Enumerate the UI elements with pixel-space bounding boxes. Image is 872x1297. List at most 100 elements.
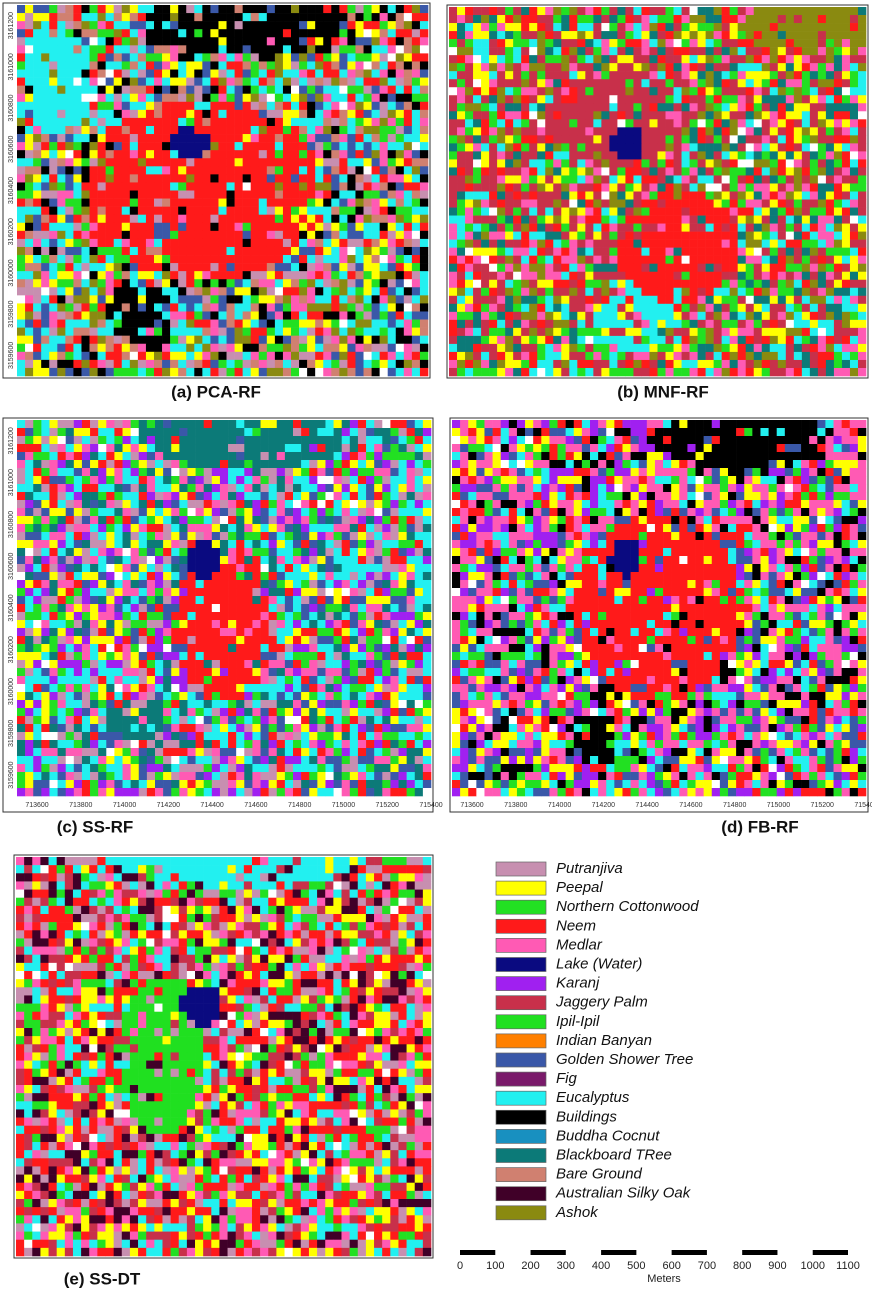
map-cell bbox=[355, 29, 364, 38]
map-cell bbox=[521, 263, 530, 273]
map-cell bbox=[649, 215, 658, 224]
map-cell bbox=[250, 182, 260, 191]
map-cell bbox=[411, 359, 421, 369]
map-cell bbox=[121, 287, 131, 296]
map-cell bbox=[713, 71, 722, 80]
map-cell bbox=[785, 239, 795, 248]
map-cell bbox=[137, 45, 147, 54]
map-cell bbox=[457, 223, 466, 232]
map-cell bbox=[665, 327, 674, 337]
map-cell bbox=[347, 174, 356, 183]
map-cell bbox=[577, 295, 586, 305]
map-cell bbox=[258, 77, 268, 86]
map-cell bbox=[226, 295, 235, 304]
map-cell bbox=[721, 207, 730, 216]
map-cell bbox=[721, 79, 730, 88]
map-cell bbox=[307, 198, 316, 207]
map-cell bbox=[274, 117, 284, 127]
map-cell bbox=[761, 207, 771, 216]
map-cell bbox=[465, 111, 474, 120]
map-cell bbox=[665, 63, 674, 72]
map-cell bbox=[577, 95, 586, 104]
map-cell bbox=[145, 134, 155, 143]
map-cell bbox=[194, 142, 203, 151]
map-cell bbox=[809, 271, 819, 281]
map-cell bbox=[89, 311, 98, 320]
map-cell bbox=[186, 359, 195, 369]
map-cell bbox=[162, 287, 171, 296]
map-cell bbox=[481, 87, 490, 96]
map-cell bbox=[178, 303, 187, 312]
map-cell bbox=[585, 199, 594, 208]
map-cell bbox=[617, 79, 626, 88]
map-cell bbox=[857, 207, 867, 216]
map-cell bbox=[713, 15, 722, 24]
map-cell bbox=[521, 175, 530, 184]
map-cell bbox=[89, 182, 98, 191]
map-cell bbox=[25, 174, 34, 183]
map-cell bbox=[57, 198, 66, 207]
map-cell bbox=[81, 436, 91, 445]
map-cell bbox=[721, 31, 730, 40]
map-cell bbox=[857, 31, 867, 40]
map-cell bbox=[355, 125, 364, 135]
map-cell bbox=[673, 55, 682, 64]
map-cell bbox=[333, 420, 343, 429]
map-cell bbox=[81, 69, 90, 78]
map-cell bbox=[210, 303, 219, 312]
map-cell bbox=[194, 222, 203, 232]
map-cell bbox=[371, 117, 380, 127]
map-cell bbox=[489, 335, 498, 345]
map-cell bbox=[761, 255, 771, 264]
map-cell bbox=[395, 5, 405, 14]
map-cell bbox=[291, 13, 300, 22]
map-cell bbox=[347, 150, 356, 159]
map-cell bbox=[689, 207, 698, 216]
map-cell bbox=[449, 327, 458, 337]
map-cell bbox=[122, 452, 131, 461]
map-cell bbox=[258, 287, 268, 296]
map-cell bbox=[291, 29, 300, 38]
map-cell bbox=[785, 215, 795, 224]
map-cell bbox=[729, 359, 738, 369]
map-cell bbox=[266, 311, 276, 320]
map-cell bbox=[315, 77, 324, 86]
map-cell bbox=[250, 287, 260, 296]
map-cell bbox=[211, 452, 221, 461]
map-cell bbox=[162, 367, 171, 377]
map-cell bbox=[809, 103, 819, 112]
map-cell bbox=[809, 111, 819, 120]
map-cell bbox=[291, 77, 300, 86]
map-cell bbox=[170, 238, 179, 248]
map-cell bbox=[315, 367, 324, 377]
map-cell bbox=[154, 319, 163, 328]
map-cell bbox=[465, 143, 474, 152]
map-cell bbox=[73, 428, 83, 437]
map-cell bbox=[266, 279, 276, 288]
map-cell bbox=[481, 231, 490, 240]
map-cell bbox=[282, 53, 292, 62]
map-cell bbox=[129, 37, 139, 46]
map-cell bbox=[414, 436, 424, 445]
map-cell bbox=[387, 150, 397, 159]
map-cell bbox=[387, 295, 397, 304]
map-cell bbox=[633, 359, 642, 369]
map-cell bbox=[307, 101, 316, 111]
map-cell bbox=[41, 311, 50, 320]
map-cell bbox=[299, 166, 308, 175]
map-cell bbox=[561, 39, 570, 48]
map-cell bbox=[145, 5, 155, 14]
map-cell bbox=[585, 255, 594, 264]
map-cell bbox=[809, 151, 819, 160]
map-cell bbox=[282, 367, 292, 377]
map-cell bbox=[449, 279, 458, 289]
map-cell bbox=[833, 359, 843, 369]
map-cell bbox=[537, 39, 546, 48]
map-cell bbox=[17, 319, 26, 328]
map-cell bbox=[649, 367, 658, 377]
map-cell bbox=[497, 263, 506, 273]
map-cell bbox=[449, 191, 458, 200]
map-cell bbox=[178, 125, 187, 135]
map-cell bbox=[825, 31, 835, 40]
map-cell bbox=[307, 45, 316, 54]
